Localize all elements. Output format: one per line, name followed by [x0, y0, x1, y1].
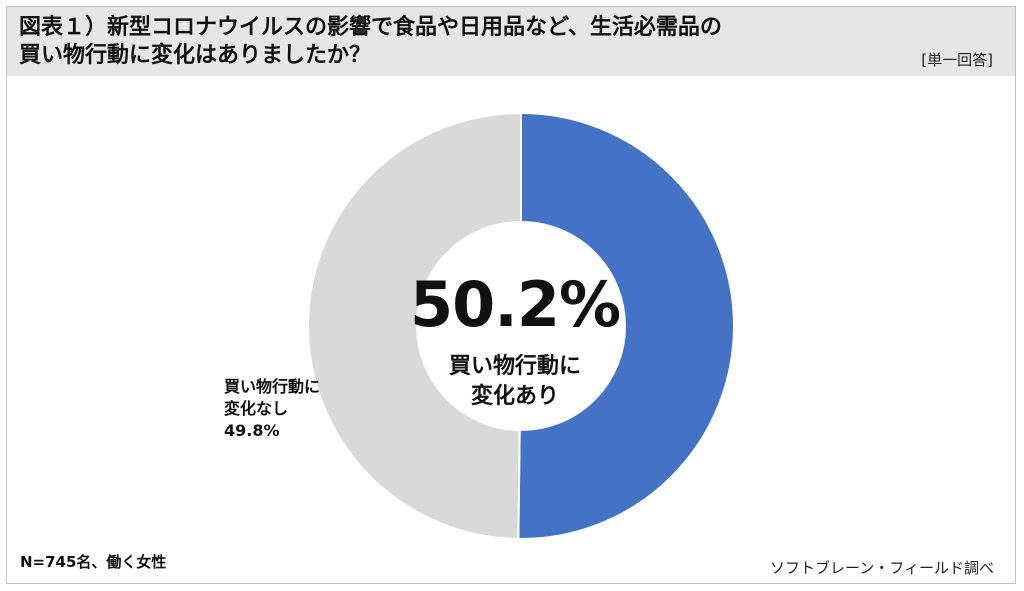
center-label: 買い物行動に 変化あり	[420, 352, 610, 412]
center-percentage: 50.2%	[410, 268, 621, 341]
chart-title-line-1: 図表１）新型コロナウイルスの影響で食品や日用品など、生活必需品の	[19, 15, 722, 40]
slice-label-unchanged: 買い物行動に 変化なし 49.8%	[224, 376, 320, 442]
header-band: 図表１）新型コロナウイルスの影響で食品や日用品など、生活必需品の 買い物行動に変…	[7, 7, 1015, 76]
donut-slice-unchanged	[307, 111, 522, 540]
slice-label-unchanged-line-1: 買い物行動に	[224, 377, 321, 396]
source-credit: ソフトブレーン・フィールド調べ	[770, 559, 994, 577]
center-label-line-2: 変化あり	[470, 384, 559, 409]
chart-title-line-2: 買い物行動に変化はありましたか？	[19, 43, 372, 68]
question-type-label: [単一回答]	[921, 51, 993, 69]
donut-slice-changed	[517, 111, 736, 540]
center-label-line-1: 買い物行動に	[448, 354, 581, 379]
chart-title: 図表１）新型コロナウイルスの影響で食品や日用品など、生活必需品の 買い物行動に変…	[19, 14, 722, 70]
slice-label-unchanged-line-2: 変化なし	[224, 399, 289, 418]
sample-note: N=745名、働く女性	[20, 553, 167, 571]
slice-label-unchanged-value: 49.8%	[224, 421, 280, 440]
